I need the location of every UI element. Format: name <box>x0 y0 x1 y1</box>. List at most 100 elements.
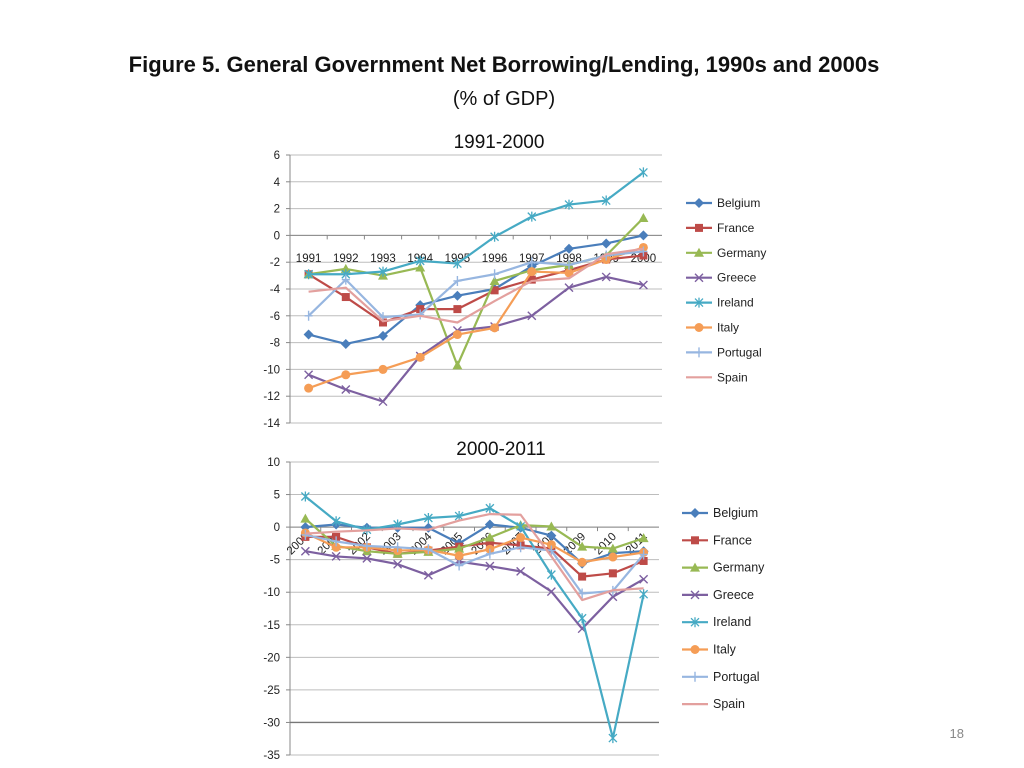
data-point-greece <box>564 283 574 293</box>
series-line-belgium <box>308 234 644 346</box>
data-point-ireland <box>300 491 310 502</box>
data-point-germany <box>577 541 588 551</box>
data-point-portugal <box>362 540 371 551</box>
series-line-spain <box>305 512 644 602</box>
legend-label: Italy <box>713 643 737 657</box>
series-line-germany <box>304 517 644 555</box>
legend-entry-italy: Italy <box>682 643 737 657</box>
data-point-germany <box>638 212 649 222</box>
series-line-france <box>308 254 644 324</box>
data-point-ireland <box>577 613 587 624</box>
data-point-ireland <box>638 167 648 178</box>
data-point-italy <box>378 364 388 374</box>
data-point-greece <box>300 546 310 556</box>
y-tick-label: -4 <box>270 284 281 296</box>
legend: Belgium France Germany Greece Ireland Italy Po… <box>682 506 765 711</box>
legend-label: Germany <box>717 246 766 260</box>
y-tick-label: 0 <box>274 230 280 242</box>
legend-label: Germany <box>713 561 765 575</box>
y-tick-label: -14 <box>263 418 280 430</box>
chart-title: 1991-2000 <box>454 132 545 153</box>
legend-entry-france: France <box>686 221 755 235</box>
x-tick-label: 1996 <box>482 253 508 265</box>
y-tick-label: -5 <box>270 555 280 567</box>
chart-title: 2000-2011 <box>456 439 545 460</box>
data-point-portugal <box>341 274 350 285</box>
data-point-belgium <box>303 329 314 340</box>
data-point-italy <box>331 542 341 552</box>
data-point-greece <box>341 385 351 394</box>
data-point-ireland <box>490 231 500 242</box>
y-tick-label: 6 <box>274 150 280 162</box>
series-line-italy <box>308 246 644 390</box>
series-portugal <box>301 529 648 599</box>
legend-entry-greece: Greece <box>682 588 754 602</box>
legend-entry-spain: Spain <box>682 697 745 711</box>
legend-marker-italy <box>690 645 700 654</box>
legend-entry-italy: Italy <box>686 321 739 335</box>
series-spain <box>305 512 644 602</box>
data-point-italy <box>564 268 574 278</box>
data-point-portugal <box>485 548 494 559</box>
data-point-greece <box>378 397 388 407</box>
data-point-ireland <box>564 199 574 210</box>
data-point-portugal <box>547 545 556 556</box>
data-point-greece <box>638 280 648 290</box>
data-point-ireland <box>485 503 495 514</box>
x-tick-label: 1998 <box>556 253 582 265</box>
data-point-ireland <box>601 195 611 206</box>
legend-label: Ireland <box>717 296 754 310</box>
data-point-ireland <box>527 211 537 222</box>
data-point-france <box>416 305 425 314</box>
data-point-germany <box>484 532 495 542</box>
chart-1: 1991-2000 6 4 2 0 -2 -4 -6 -8 -10 -12 -14 1991 1992 19… <box>263 132 766 430</box>
legend-label: Belgium <box>713 506 758 520</box>
data-point-belgium <box>340 338 351 349</box>
data-point-greece <box>601 272 611 282</box>
data-point-portugal <box>639 549 648 560</box>
y-tick-label: 10 <box>267 457 280 469</box>
y-tick-label: -12 <box>263 391 280 403</box>
legend-label: Italy <box>717 321 739 335</box>
data-point-france <box>485 538 494 547</box>
legend-label: Spain <box>713 697 745 711</box>
data-point-ireland <box>452 258 462 269</box>
data-point-france <box>639 556 648 565</box>
legend: Belgium France Germany Greece Ireland Italy Po… <box>686 196 766 384</box>
legend-marker-italy <box>694 323 704 332</box>
data-point-greece <box>639 574 649 584</box>
data-point-greece <box>485 561 495 571</box>
data-point-france <box>578 572 587 581</box>
legend-label: France <box>713 533 752 547</box>
data-point-belgium <box>378 330 388 341</box>
legend-marker-greece <box>690 590 700 600</box>
y-tick-label: 0 <box>274 522 280 534</box>
data-point-germany <box>300 513 311 523</box>
data-point-greece <box>423 570 433 580</box>
data-point-italy <box>304 383 314 393</box>
data-point-ireland <box>608 733 618 744</box>
data-point-belgium <box>601 238 612 249</box>
legend-label: Portugal <box>713 670 760 684</box>
data-point-portugal <box>332 536 341 547</box>
data-point-italy <box>527 267 537 277</box>
legend-marker-greece <box>694 273 704 283</box>
data-point-germany <box>607 543 618 553</box>
legend-label: Spain <box>717 370 748 384</box>
legend-label: Greece <box>717 271 757 285</box>
x-tick-label: 1991 <box>296 253 322 265</box>
legend-entry-ireland: Ireland <box>686 296 754 310</box>
legend-entry-greece: Greece <box>686 271 757 285</box>
y-tick-label: -10 <box>263 587 280 599</box>
data-point-italy <box>516 533 526 543</box>
data-point-portugal <box>527 257 536 268</box>
legend-marker-ireland <box>690 617 700 628</box>
data-point-france <box>490 286 499 295</box>
data-point-portugal <box>565 259 573 270</box>
data-point-germany <box>340 263 351 273</box>
data-point-greece <box>608 592 618 602</box>
legend-label: Belgium <box>717 196 760 210</box>
y-tick-label: 5 <box>274 490 280 502</box>
legend-marker-france <box>695 223 703 232</box>
